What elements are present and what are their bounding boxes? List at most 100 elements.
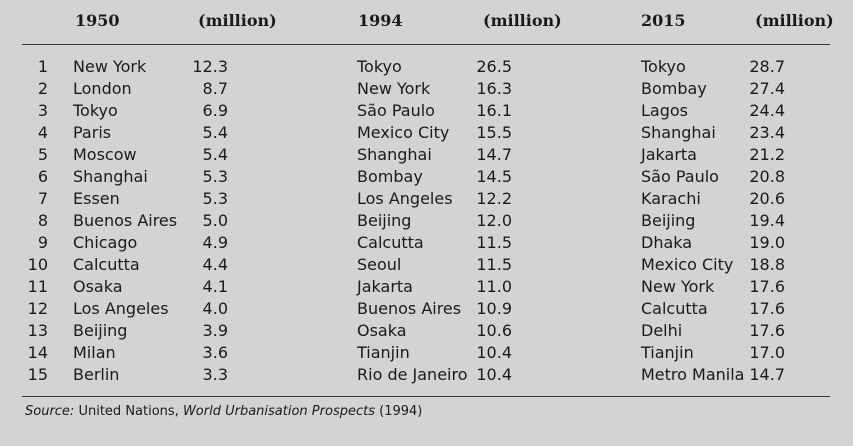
c2015-cell: Bombay <box>641 79 707 98</box>
v2015-cell: 19.4 <box>749 211 785 230</box>
c1950-cell: London <box>73 79 132 98</box>
c1950-cell: Paris <box>73 123 112 142</box>
c2015-cell: Calcutta <box>641 299 708 318</box>
c1950-cell: Los Angeles <box>73 299 169 318</box>
c1950-cell: Osaka <box>73 277 123 296</box>
c1994-cell: Osaka <box>357 321 407 340</box>
v1994-cell: 12.2 <box>476 189 512 208</box>
ranks-cell: 5 <box>37 145 48 164</box>
header-rule <box>22 44 830 45</box>
c1950-cell: Beijing <box>73 321 128 340</box>
v2015-cell: 14.7 <box>749 365 785 384</box>
v1950-cell: 12.3 <box>192 57 228 76</box>
ranks-cell: 4 <box>37 123 48 142</box>
ranks-cell: 13 <box>27 321 48 340</box>
c2015-cell: Tokyo <box>641 57 686 76</box>
c1950-cell: Milan <box>73 343 116 362</box>
ranks-cell: 9 <box>37 233 48 252</box>
v1994-cell: 10.4 <box>476 365 512 384</box>
v1994-cell: 10.9 <box>476 299 512 318</box>
c2015-cell: New York <box>641 277 715 296</box>
c1994-cell: Los Angeles <box>357 189 453 208</box>
source-year: (1994) <box>379 404 423 419</box>
v2015-cell: 27.4 <box>749 79 785 98</box>
header-unit-1950: (million) <box>198 11 277 30</box>
v1994-cell: 12.0 <box>476 211 512 230</box>
c1994-cell: Jakarta <box>357 277 413 296</box>
c1994-cell: Tianjin <box>357 343 410 362</box>
c1950-cell: Shanghai <box>73 167 148 186</box>
v1994-cell: 16.3 <box>476 79 512 98</box>
source-label: Source: <box>25 404 75 419</box>
v1950-cell: 5.4 <box>202 145 228 164</box>
ranks-cell: 1 <box>37 57 48 76</box>
ranks-cell: 2 <box>37 79 48 98</box>
ranks-cell: 12 <box>27 299 48 318</box>
v2015-cell: 23.4 <box>749 123 785 142</box>
ranks-cell: 3 <box>37 101 48 120</box>
rank-column: 1 2 3 4 5 6 7 8 9 10 11 12 13 14 15 <box>22 56 48 386</box>
c1994-cell: Tokyo <box>357 57 402 76</box>
v2015-cell: 17.6 <box>749 277 785 296</box>
c1994-cell: Buenos Aires <box>357 299 462 318</box>
v1950-cell: 3.6 <box>202 343 228 362</box>
v2015-cell: 21.2 <box>749 145 785 164</box>
v1950-cell: 5.3 <box>202 189 228 208</box>
source-note: Source: United Nations, World Urbanisati… <box>25 404 422 419</box>
v1950-cell: 4.9 <box>202 233 228 252</box>
v1994-cell: 15.5 <box>476 123 512 142</box>
city-2015-column: Tokyo Bombay Lagos Shanghai Jakarta São Paulo… <box>641 56 744 386</box>
c2015-cell: Jakarta <box>641 145 697 164</box>
v1994-cell: 14.5 <box>476 167 512 186</box>
v1994-cell: 10.6 <box>476 321 512 340</box>
c1950-cell: New York <box>73 57 147 76</box>
v2015-cell: 20.8 <box>749 167 785 186</box>
header-year-2015: 2015 <box>641 11 686 30</box>
c1994-cell: Bombay <box>357 167 423 186</box>
v1950-cell: 3.3 <box>202 365 228 384</box>
v2015-cell: 20.6 <box>749 189 785 208</box>
c1950-cell: Buenos Aires <box>73 211 178 230</box>
v2015-cell: 17.0 <box>749 343 785 362</box>
city-1994-column: Tokyo New York São Paulo Mexico City Shangha… <box>357 56 468 386</box>
c1950-cell: Berlin <box>73 365 120 384</box>
v1994-cell: 11.5 <box>476 233 512 252</box>
c1994-cell: Mexico City <box>357 123 450 142</box>
ranks-cell: 15 <box>27 365 48 384</box>
v1950-cell: 8.7 <box>202 79 228 98</box>
v1994-cell: 14.7 <box>476 145 512 164</box>
c2015-cell: Lagos <box>641 101 688 120</box>
v1994-cell: 16.1 <box>476 101 512 120</box>
value-2015-column: 28.7 27.4 24.4 23.4 21.2 20.8 20.6 19.4 19.0 18.8… <box>745 56 785 386</box>
v2015-cell: 18.8 <box>749 255 785 274</box>
v1994-cell: 10.4 <box>476 343 512 362</box>
value-1950-column: 12.3 8.7 6.9 5.4 5.4 5.3 5.3 5.0 4.9 4.4 4.1 4.0 3.9… <box>190 56 228 386</box>
ranks-cell: 8 <box>37 211 48 230</box>
c1994-cell: Rio de Janeiro <box>357 365 468 384</box>
c2015-cell: Dhaka <box>641 233 693 252</box>
c2015-cell: Metro Manila <box>641 365 745 384</box>
c2015-cell: São Paulo <box>641 167 719 186</box>
ranks-cell: 6 <box>37 167 48 186</box>
c1994-cell: Beijing <box>357 211 412 230</box>
ranks-cell: 10 <box>27 255 48 274</box>
source-org: United Nations, <box>78 404 179 419</box>
v1950-cell: 5.0 <box>202 211 228 230</box>
value-1994-column: 26.5 16.3 16.1 15.5 14.7 14.5 12.2 12.0 11.5 11.5… <box>470 56 512 386</box>
c2015-cell: Delhi <box>641 321 683 340</box>
v2015-cell: 17.6 <box>749 299 785 318</box>
header-unit-2015: (million) <box>755 11 834 30</box>
c1994-cell: Shanghai <box>357 145 432 164</box>
source-title: World Urbanisation Prospects <box>182 404 375 419</box>
c1994-cell: São Paulo <box>357 101 435 120</box>
v1994-cell: 11.5 <box>476 255 512 274</box>
v2015-cell: 19.0 <box>749 233 785 252</box>
header-year-1994: 1994 <box>358 11 403 30</box>
v1994-cell: 11.0 <box>476 277 512 296</box>
c1950-cell: Chicago <box>73 233 138 252</box>
c2015-cell: Mexico City <box>641 255 734 274</box>
c1950-cell: Moscow <box>73 145 137 164</box>
c1994-cell: New York <box>357 79 431 98</box>
v1950-cell: 5.3 <box>202 167 228 186</box>
c2015-cell: Shanghai <box>641 123 716 142</box>
